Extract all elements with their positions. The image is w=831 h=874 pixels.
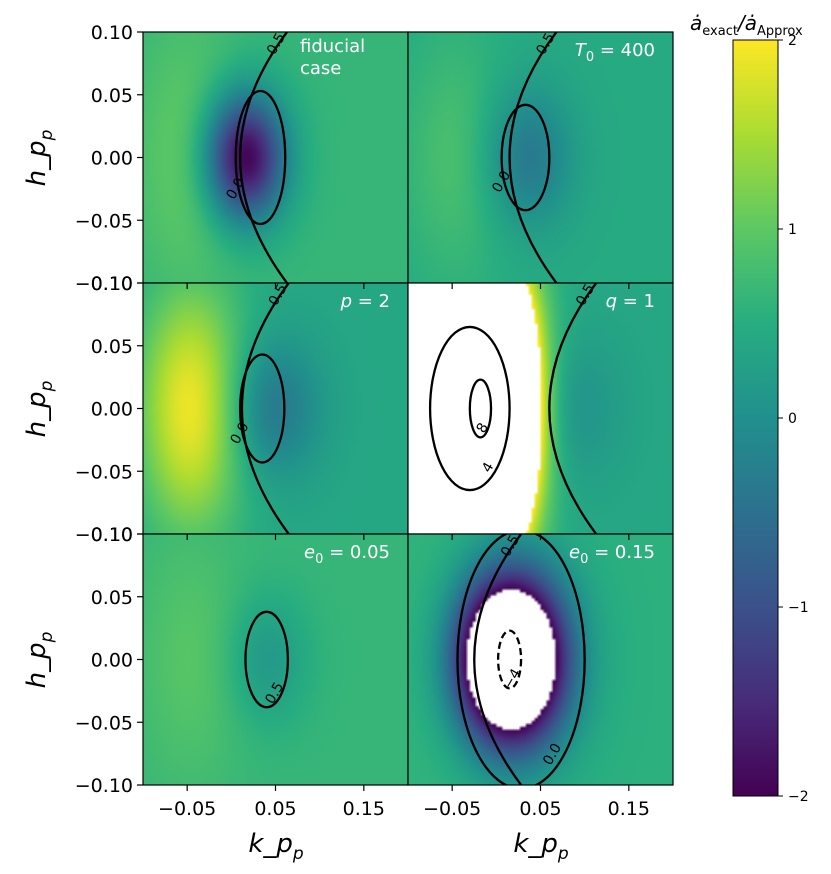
contour-e015-2 (496, 629, 523, 690)
contour-p2-0 (240, 283, 291, 534)
panel-T0: 0.50.0T0 = 400 (407, 31, 674, 284)
y-axis-label-row1: h_pp (22, 129, 57, 186)
colorbar-tick-label: −1 (788, 600, 809, 616)
y-tick-label: 0.10 (91, 22, 133, 44)
panel-p2: 0.50.0p = 2 (142, 282, 409, 535)
contour-q1-0 (548, 283, 598, 534)
x-tick-label: 0.05 (254, 798, 296, 820)
contour-e015-0 (473, 534, 523, 785)
colorbar-ticks: 2 1 0 −1 −2 (778, 33, 809, 805)
colorbar-tick-label: −2 (788, 789, 809, 805)
y-tick-label: −0.05 (75, 461, 133, 483)
annotation-q1: q = 1 (606, 291, 655, 312)
annotation-T0: T0 = 400 (575, 40, 655, 65)
colorbar-tick-label: 2 (788, 33, 797, 49)
annotation-e015: e0 = 0.15 (569, 542, 655, 567)
contour-p2-1 (239, 353, 286, 464)
x-tick-label: 0.05 (519, 798, 561, 820)
y-tick-label: 0.00 (91, 399, 133, 421)
x-tick-label: 0.15 (343, 798, 385, 820)
contour-T0-0 (508, 32, 559, 283)
y-tick-label: 0.00 (91, 650, 133, 672)
y-axis-label-row3: h_pp (22, 631, 57, 688)
x-tick-label: −0.05 (158, 798, 216, 820)
y-tick-label: 0.00 (91, 148, 133, 170)
contour-q1-1 (428, 325, 511, 492)
panel-e015: 0.50.0−4e0 = 0.15 (407, 533, 674, 786)
x-tick-label: 0.15 (608, 798, 650, 820)
heatmap-fiducial (143, 32, 408, 283)
contour-e005-0 (244, 610, 290, 709)
x-tick-labels: −0.05 0.05 0.15 −0.05 0.05 0.15 (158, 283, 650, 820)
colorbar-gradient (732, 39, 779, 797)
contour-q1-2 (468, 378, 493, 439)
y-tick-label: −0.05 (75, 712, 133, 734)
annotation-e005: e0 = 0.05 (304, 542, 390, 567)
y-tick-label: −0.10 (75, 775, 133, 797)
heatmap-T0 (408, 32, 673, 283)
heatmap-e015 (408, 534, 673, 785)
contour-T0-1 (500, 103, 551, 212)
y-tick-label: −0.05 (75, 210, 133, 232)
contour-fiducial-0 (239, 32, 289, 283)
x-axis-label-col2: k_pp (513, 829, 569, 864)
y-tick-label: −0.10 (75, 524, 133, 546)
y-tick-label: 0.10 (91, 273, 133, 295)
x-axis-label-col1: k_pp (248, 829, 304, 864)
heatmap-p2 (143, 283, 408, 534)
y-tick-label: −0.10 (75, 273, 133, 295)
colorbar: 2 1 0 −1 −2 ȧexact/ȧApprox (690, 11, 809, 805)
y-axis-label-row2: h_pp (22, 380, 57, 437)
colorbar-tick-label: 1 (788, 222, 797, 238)
colorbar-tick-label: 0 (788, 411, 797, 427)
y-tick-label: 0.10 (91, 524, 133, 546)
contour-e015-1 (456, 534, 586, 785)
y-tick-label: 0.05 (91, 336, 133, 358)
annotation-p2: p = 2 (340, 291, 390, 312)
colorbar-label: ȧexact/ȧApprox (690, 11, 803, 39)
y-tick-label: 0.05 (91, 85, 133, 107)
contour-fiducial-1 (234, 89, 287, 226)
y-tick-label: 0.05 (91, 587, 133, 609)
heatmap-e005 (143, 534, 408, 785)
x-tick-label: −0.05 (423, 798, 481, 820)
annotation-fiducial: fiducial case (300, 36, 365, 79)
panel-e005: 0.5e0 = 0.05 (142, 533, 409, 786)
y-tick-labels: 0.100.050.00−0.05−0.100.100.050.00−0.05−… (75, 22, 143, 797)
heatmap-q1 (408, 283, 673, 534)
